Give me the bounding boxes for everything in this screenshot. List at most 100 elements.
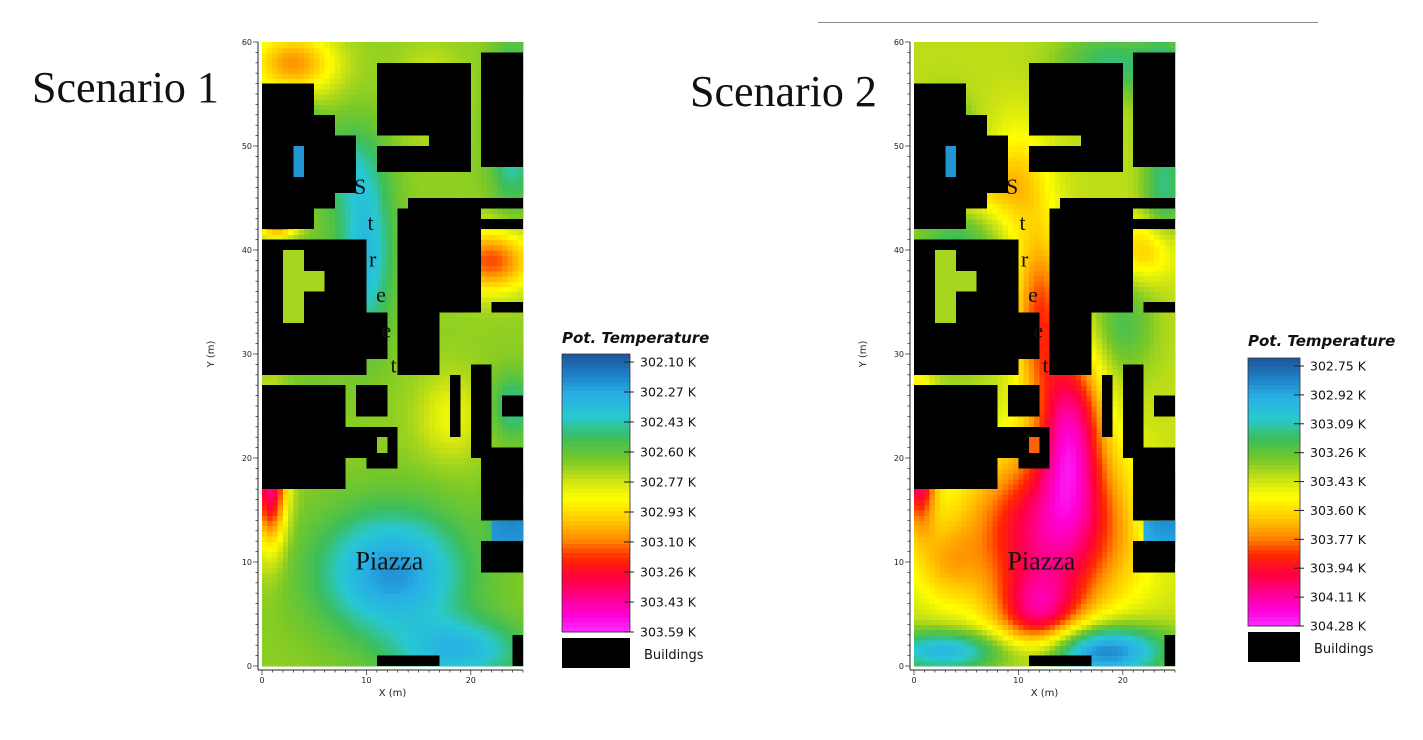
heatmap-cell: [314, 57, 321, 64]
heatmap-cell: [293, 650, 300, 657]
heatmap-cell: [434, 598, 441, 605]
heatmap-cell: [408, 452, 414, 459]
heatmap-cell: [361, 68, 367, 74]
heatmap-cell: [350, 224, 357, 230]
heatmap-cell: [455, 650, 461, 657]
heatmap-cell: [392, 603, 399, 610]
heatmap-cell: [444, 463, 451, 469]
heatmap-cell: [345, 582, 352, 589]
heatmap-cell: [272, 624, 279, 631]
heatmap-cell: [429, 510, 435, 516]
heatmap-cell: [465, 432, 472, 438]
heatmap-cell: [387, 322, 394, 329]
heatmap-cell: [288, 546, 294, 553]
heatmap-cell: [387, 172, 394, 178]
heatmap-cell: [382, 187, 388, 194]
heatmap-cell: [329, 619, 336, 625]
heatmap-cell: [413, 447, 420, 454]
heatmap-cell: [392, 57, 399, 64]
heatmap-cell: [470, 52, 477, 59]
heatmap-cell: [282, 551, 289, 558]
heatmap-cell: [402, 47, 409, 53]
heatmap-cell: [429, 619, 435, 625]
heatmap-cell: [371, 88, 378, 95]
heatmap-cell: [361, 598, 367, 605]
heatmap-cell: [366, 78, 373, 85]
heatmap-cell: [439, 359, 446, 365]
heatmap-cell: [314, 109, 321, 116]
heatmap-cell: [423, 192, 430, 199]
heatmap-cell: [329, 83, 336, 90]
heatmap-cell: [455, 556, 461, 563]
heatmap-cell: [397, 489, 404, 495]
heatmap-cell: [423, 42, 430, 48]
heatmap-cell: [429, 47, 435, 53]
heatmap-cell: [408, 426, 414, 433]
heatmap-cell: [371, 489, 378, 495]
heatmap-cell: [371, 203, 378, 209]
heatmap-cell: [449, 588, 456, 594]
heatmap-cell: [366, 624, 373, 631]
heatmap-cell: [335, 588, 341, 594]
heatmap-cell: [402, 52, 409, 59]
heatmap-cell: [408, 390, 414, 397]
heatmap-cell: [387, 380, 394, 386]
heatmap-cell: [324, 536, 331, 542]
heatmap-cell: [402, 504, 409, 511]
heatmap-cell: [439, 442, 446, 449]
heatmap-cell: [355, 218, 362, 225]
heatmap-cell: [429, 172, 435, 178]
heatmap-cell: [455, 624, 461, 631]
heatmap-cell: [329, 640, 336, 646]
heatmap-cell: [267, 68, 274, 74]
heatmap-cell: [429, 458, 435, 464]
heatmap-cell: [371, 504, 378, 511]
heatmap-cell: [449, 608, 456, 615]
heatmap-cell: [423, 374, 430, 381]
heatmap-cell: [361, 161, 367, 168]
heatmap-cell: [262, 650, 268, 657]
heatmap-cell: [439, 312, 446, 319]
heatmap-cell: [470, 146, 477, 152]
heatmap-cell: [366, 47, 373, 53]
heatmap-cell: [429, 489, 435, 495]
heatmap-cell: [429, 572, 435, 579]
heatmap-cell: [376, 203, 383, 209]
heatmap-cell: [376, 603, 383, 610]
heatmap-cell: [366, 146, 373, 152]
heatmap-cell: [350, 400, 357, 407]
heatmap-cell: [282, 499, 289, 506]
heatmap-cell: [449, 567, 456, 573]
heatmap-cell: [397, 458, 404, 464]
heatmap-cell: [392, 510, 399, 516]
heatmap-cell: [340, 577, 347, 584]
heatmap-cell: [465, 447, 472, 454]
heatmap-cell: [449, 192, 456, 199]
heatmap-cell: [460, 421, 467, 428]
heatmap-cell: [277, 608, 284, 615]
heatmap-cell: [449, 593, 456, 599]
heatmap-cell: [429, 551, 435, 558]
heatmap-cell: [439, 484, 446, 490]
heatmap-cell: [371, 172, 378, 178]
heatmap-cell: [444, 541, 451, 547]
heatmap-cell: [429, 57, 435, 64]
heatmap-cell: [371, 374, 378, 381]
heatmap-cell: [376, 416, 383, 423]
heatmap-cell: [288, 68, 294, 74]
heatmap-cell: [413, 551, 420, 558]
heatmap-cell: [455, 645, 461, 651]
heatmap-cell: [272, 525, 279, 532]
heatmap-cell: [303, 603, 310, 610]
heatmap-cell: [470, 192, 477, 199]
heatmap-cell: [439, 432, 446, 438]
heatmap-cell: [361, 536, 367, 542]
heatmap-cell: [277, 593, 284, 599]
heatmap-cell: [324, 614, 331, 620]
heatmap-cell: [272, 536, 279, 542]
heatmap-cell: [465, 47, 472, 53]
heatmap-cell: [345, 494, 352, 501]
heatmap-cell: [350, 520, 357, 527]
heatmap-cell: [455, 484, 461, 490]
